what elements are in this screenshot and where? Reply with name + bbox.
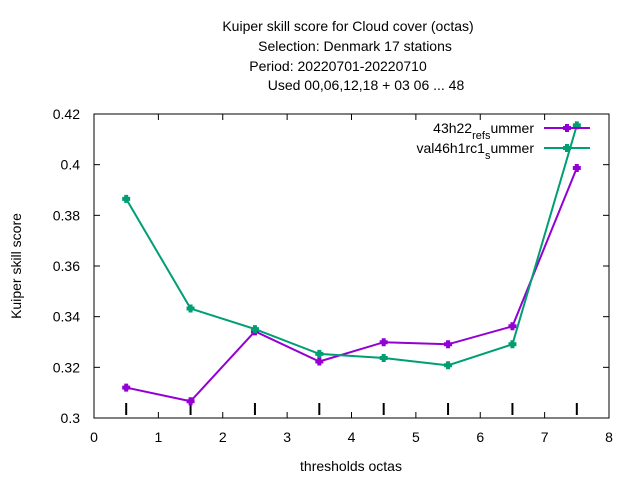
series-2 <box>122 121 581 370</box>
legend-label: 43h22refsummer <box>433 120 534 142</box>
x-axis-label: thresholds octas <box>300 458 402 474</box>
data-point <box>250 325 259 334</box>
y-tick-label: 0.36 <box>53 258 80 274</box>
y-tick-label: 0.34 <box>53 309 80 325</box>
y-axis: 0.3 0.32 0.34 0.36 0.38 0.4 0.42 <box>53 106 609 426</box>
y-tick-label: 0.3 <box>61 410 81 426</box>
data-point <box>563 144 571 152</box>
legend-item-2: val46h1rc1summer <box>416 140 590 162</box>
series-1 <box>122 163 581 406</box>
title-line-1: Kuiper skill score for Cloud cover (octa… <box>222 18 473 34</box>
x-axis: 0 1 2 3 4 5 6 7 8 <box>90 114 613 445</box>
x-tick-label: 1 <box>154 429 162 445</box>
series-layer <box>122 121 581 406</box>
x-tick-label: 0 <box>90 429 98 445</box>
x-tick-label: 7 <box>541 429 549 445</box>
y-tick-label: 0.38 <box>53 207 80 223</box>
data-point <box>186 304 195 313</box>
title-line-2: Selection: Denmark 17 stations <box>258 38 452 54</box>
data-point <box>508 322 517 331</box>
data-point <box>315 349 324 358</box>
x-tick-label: 6 <box>476 429 484 445</box>
data-point <box>379 338 388 347</box>
data-point <box>508 340 517 349</box>
data-point <box>122 383 131 392</box>
title-line-4: Used 00,06,12,18 + 03 06 ... 48 <box>268 77 465 93</box>
data-point <box>572 163 581 172</box>
x-tick-label: 2 <box>219 429 227 445</box>
legend-item-1: 43h22refsummer <box>433 120 590 142</box>
legend-label: val46h1rc1summer <box>416 140 534 162</box>
chart-title: Kuiper skill score for Cloud cover (octa… <box>222 18 473 93</box>
data-point <box>186 397 195 406</box>
x-tick-label: 3 <box>283 429 291 445</box>
y-tick-label: 0.42 <box>53 106 80 122</box>
title-line-3: Period: 20220701-20220710 <box>249 58 427 74</box>
plot-frame <box>93 113 610 419</box>
data-point <box>444 361 453 370</box>
x-tick-label: 8 <box>605 429 613 445</box>
y-tick-label: 0.4 <box>61 157 81 173</box>
data-point <box>379 353 388 362</box>
y-tick-label: 0.32 <box>53 359 80 375</box>
series-line <box>125 167 578 403</box>
y-axis-label: Kuiper skill score <box>8 213 24 319</box>
series-line <box>125 125 578 367</box>
x-tick-label: 5 <box>412 429 420 445</box>
data-point <box>444 340 453 349</box>
data-point <box>122 194 131 203</box>
x-tick-label: 4 <box>348 429 356 445</box>
data-point <box>315 357 324 366</box>
data-point <box>563 124 571 132</box>
